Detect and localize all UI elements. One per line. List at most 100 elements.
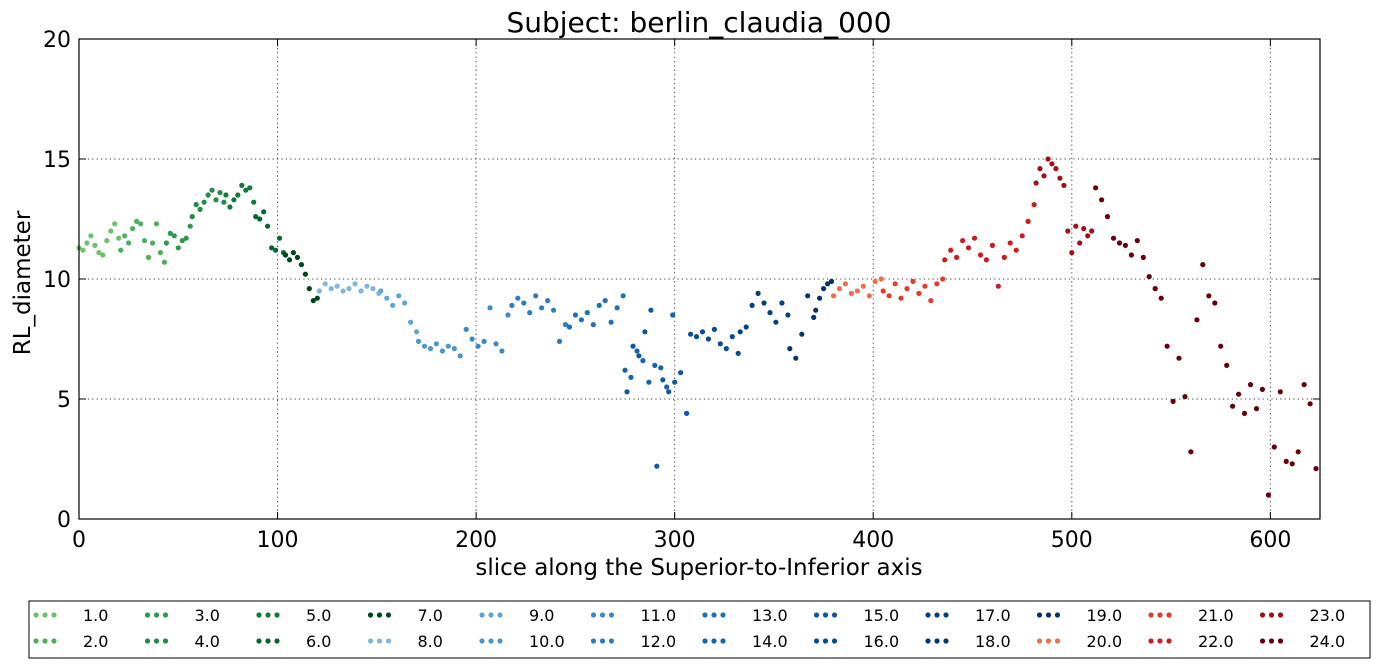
legend-label: 24.0	[1310, 632, 1346, 651]
data-point	[352, 281, 358, 287]
legend-marker	[720, 612, 726, 618]
legend-marker	[144, 638, 151, 644]
data-point	[221, 199, 227, 205]
data-point	[1057, 175, 1063, 181]
legend-marker	[1157, 638, 1163, 644]
data-point	[138, 221, 144, 227]
legend-marker	[256, 612, 262, 618]
legend-label: 15.0	[864, 606, 900, 625]
data-point	[1110, 235, 1117, 241]
data-point	[384, 295, 390, 301]
data-point	[149, 240, 156, 246]
data-point	[825, 281, 831, 287]
legend-label: 12.0	[641, 632, 677, 651]
data-point	[310, 298, 316, 304]
legend-label: 11.0	[641, 606, 677, 625]
data-point	[141, 238, 148, 244]
data-point	[1224, 362, 1230, 368]
data-point	[157, 250, 163, 256]
legend-marker	[162, 612, 169, 618]
data-point	[298, 262, 304, 268]
data-point	[463, 326, 469, 332]
data-point	[509, 302, 515, 308]
data-point	[749, 302, 755, 308]
data-point	[658, 365, 664, 371]
legend-label: 3.0	[195, 606, 220, 625]
legend-marker	[934, 612, 940, 618]
data-point	[1188, 449, 1194, 455]
data-point	[1033, 180, 1039, 186]
x-tick-label: 100	[257, 528, 299, 553]
data-point	[1152, 286, 1158, 292]
legend-marker	[153, 612, 160, 618]
data-point	[505, 312, 511, 318]
data-point	[539, 305, 545, 311]
legend-marker	[33, 612, 39, 618]
axis-ticks: 0 100 200 300 400 500 600 0 5 10 15 20	[43, 28, 1320, 553]
data-point	[785, 312, 791, 318]
data-point	[112, 221, 118, 227]
data-point	[646, 379, 652, 385]
data-point	[481, 338, 487, 344]
legend-marker	[599, 638, 606, 644]
data-point	[640, 358, 646, 364]
legend-marker	[265, 612, 271, 618]
x-tick-label: 300	[654, 528, 696, 553]
data-point	[1265, 492, 1271, 498]
legend-marker	[42, 612, 48, 618]
legend-label: 14.0	[752, 632, 788, 651]
legend-marker	[274, 638, 280, 644]
data-point	[243, 187, 249, 193]
data-point	[469, 336, 475, 342]
data-point	[515, 295, 521, 301]
legend-label: 5.0	[306, 606, 331, 625]
chart-title: Subject: berlin_claudia_000	[506, 6, 891, 39]
legend-marker	[934, 638, 940, 644]
legend-marker	[33, 638, 39, 644]
data-point	[92, 242, 98, 248]
x-tick-label: 200	[455, 528, 497, 553]
data-point	[1128, 252, 1134, 258]
data-point	[457, 353, 463, 359]
data-point	[316, 288, 322, 294]
data-point	[898, 295, 904, 301]
data-point	[1013, 247, 1019, 253]
data-point	[948, 247, 954, 253]
data-point	[755, 290, 761, 296]
data-point	[711, 326, 718, 332]
data-point	[116, 235, 122, 241]
data-point	[286, 257, 293, 263]
legend-marker	[590, 612, 597, 618]
data-point	[179, 238, 185, 244]
data-point	[358, 288, 364, 294]
data-point	[84, 240, 90, 246]
data-point	[705, 336, 712, 342]
data-point	[253, 214, 259, 220]
data-point	[1001, 254, 1007, 260]
data-point	[880, 288, 886, 294]
data-point	[995, 283, 1001, 289]
data-point	[439, 348, 445, 354]
data-point	[773, 319, 779, 325]
legend-marker	[51, 638, 57, 644]
data-point	[584, 310, 590, 316]
data-point	[1041, 173, 1047, 179]
data-point	[904, 286, 910, 292]
data-point	[1194, 317, 1200, 323]
data-point	[648, 307, 654, 313]
legend-marker	[590, 638, 597, 644]
legend-marker	[1148, 612, 1154, 618]
data-point	[487, 305, 493, 311]
legend-marker	[1148, 638, 1154, 644]
data-point	[678, 370, 684, 376]
legend-marker	[162, 638, 169, 644]
data-point	[265, 223, 271, 229]
data-point	[239, 182, 245, 188]
data-point	[688, 331, 694, 337]
data-point	[799, 331, 805, 337]
data-point	[1241, 410, 1248, 416]
data-point	[1170, 398, 1176, 404]
data-point	[1230, 403, 1236, 409]
legend-marker	[51, 612, 57, 618]
legend-marker	[385, 612, 392, 618]
